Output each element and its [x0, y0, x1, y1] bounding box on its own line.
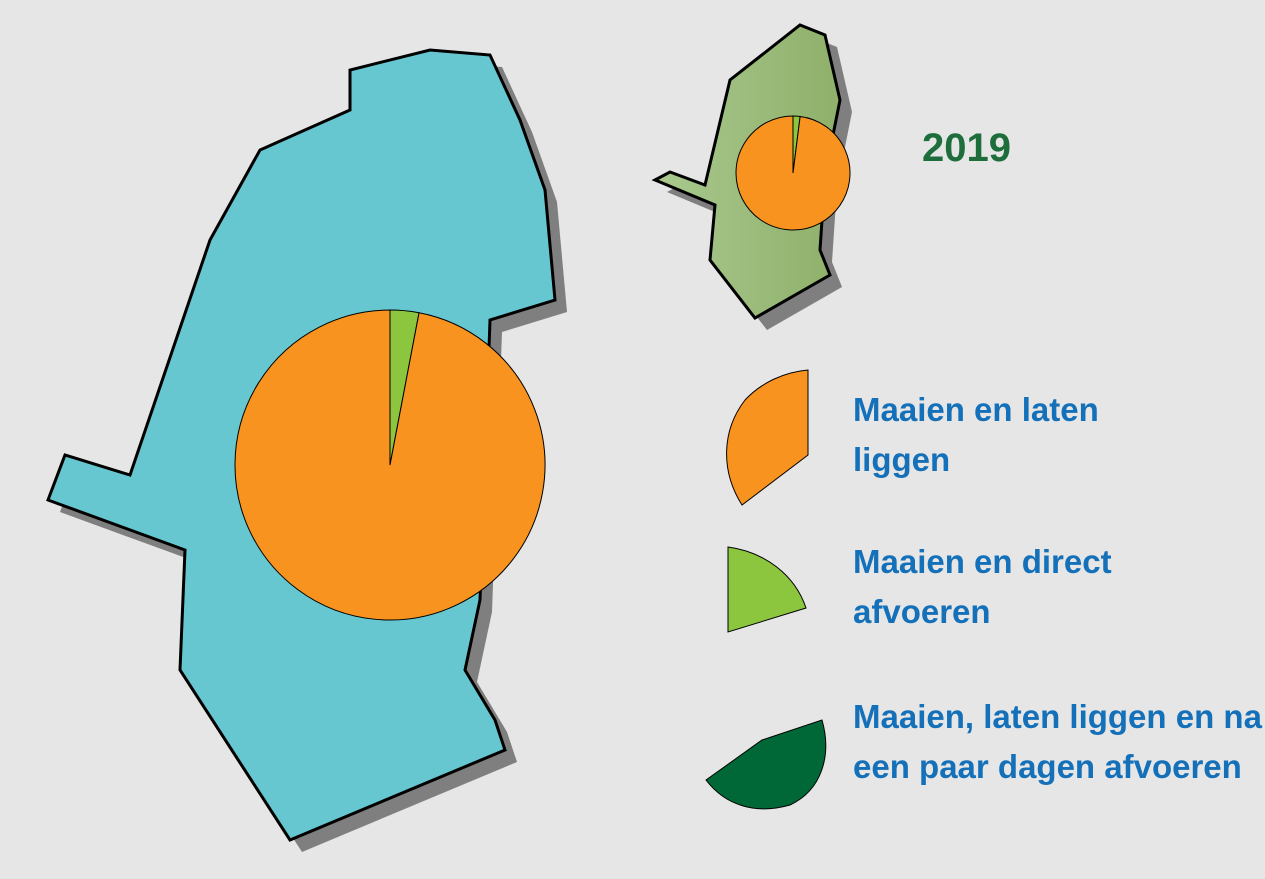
legend-label: Maaien, laten liggen en na een paar dage…: [853, 698, 1262, 785]
legend-icons: [705, 369, 827, 810]
legend-label: Maaien en laten liggen: [853, 391, 1099, 478]
legend-label: Maaien en direct afvoeren: [853, 543, 1112, 630]
legend-icon: [727, 546, 807, 633]
title: 2019: [922, 126, 1011, 170]
legend-icon: [705, 719, 827, 810]
pie-slice: [735, 115, 851, 231]
legend-icon: [726, 369, 809, 506]
pie-slice: [234, 309, 546, 621]
